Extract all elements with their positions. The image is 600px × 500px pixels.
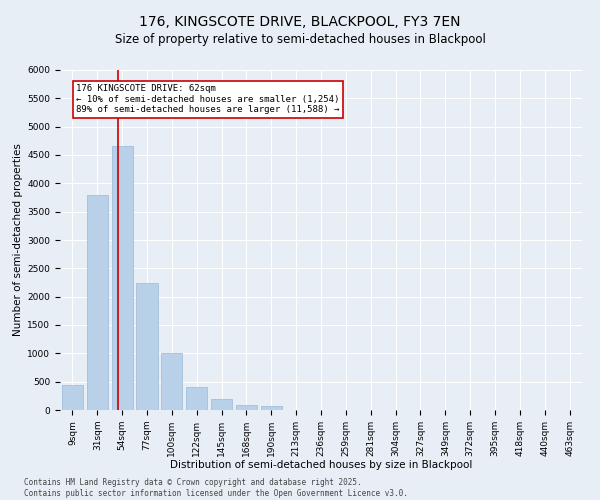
Text: 176, KINGSCOTE DRIVE, BLACKPOOL, FY3 7EN: 176, KINGSCOTE DRIVE, BLACKPOOL, FY3 7EN (139, 15, 461, 29)
Bar (62, 384, 83, 410)
Bar (161, 354, 182, 410)
Bar (112, 146, 133, 410)
Bar (186, 388, 207, 410)
Bar (236, 405, 257, 410)
Text: Contains HM Land Registry data © Crown copyright and database right 2025.
Contai: Contains HM Land Registry data © Crown c… (24, 478, 408, 498)
Bar (87, 194, 108, 410)
Bar (136, 282, 158, 410)
Bar (211, 398, 232, 410)
Text: 176 KINGSCOTE DRIVE: 62sqm
← 10% of semi-detached houses are smaller (1,254)
89%: 176 KINGSCOTE DRIVE: 62sqm ← 10% of semi… (76, 84, 340, 114)
Y-axis label: Number of semi-detached properties: Number of semi-detached properties (13, 144, 23, 336)
Text: Size of property relative to semi-detached houses in Blackpool: Size of property relative to semi-detach… (115, 32, 485, 46)
X-axis label: Distribution of semi-detached houses by size in Blackpool: Distribution of semi-detached houses by … (170, 460, 472, 470)
Bar (261, 406, 282, 410)
